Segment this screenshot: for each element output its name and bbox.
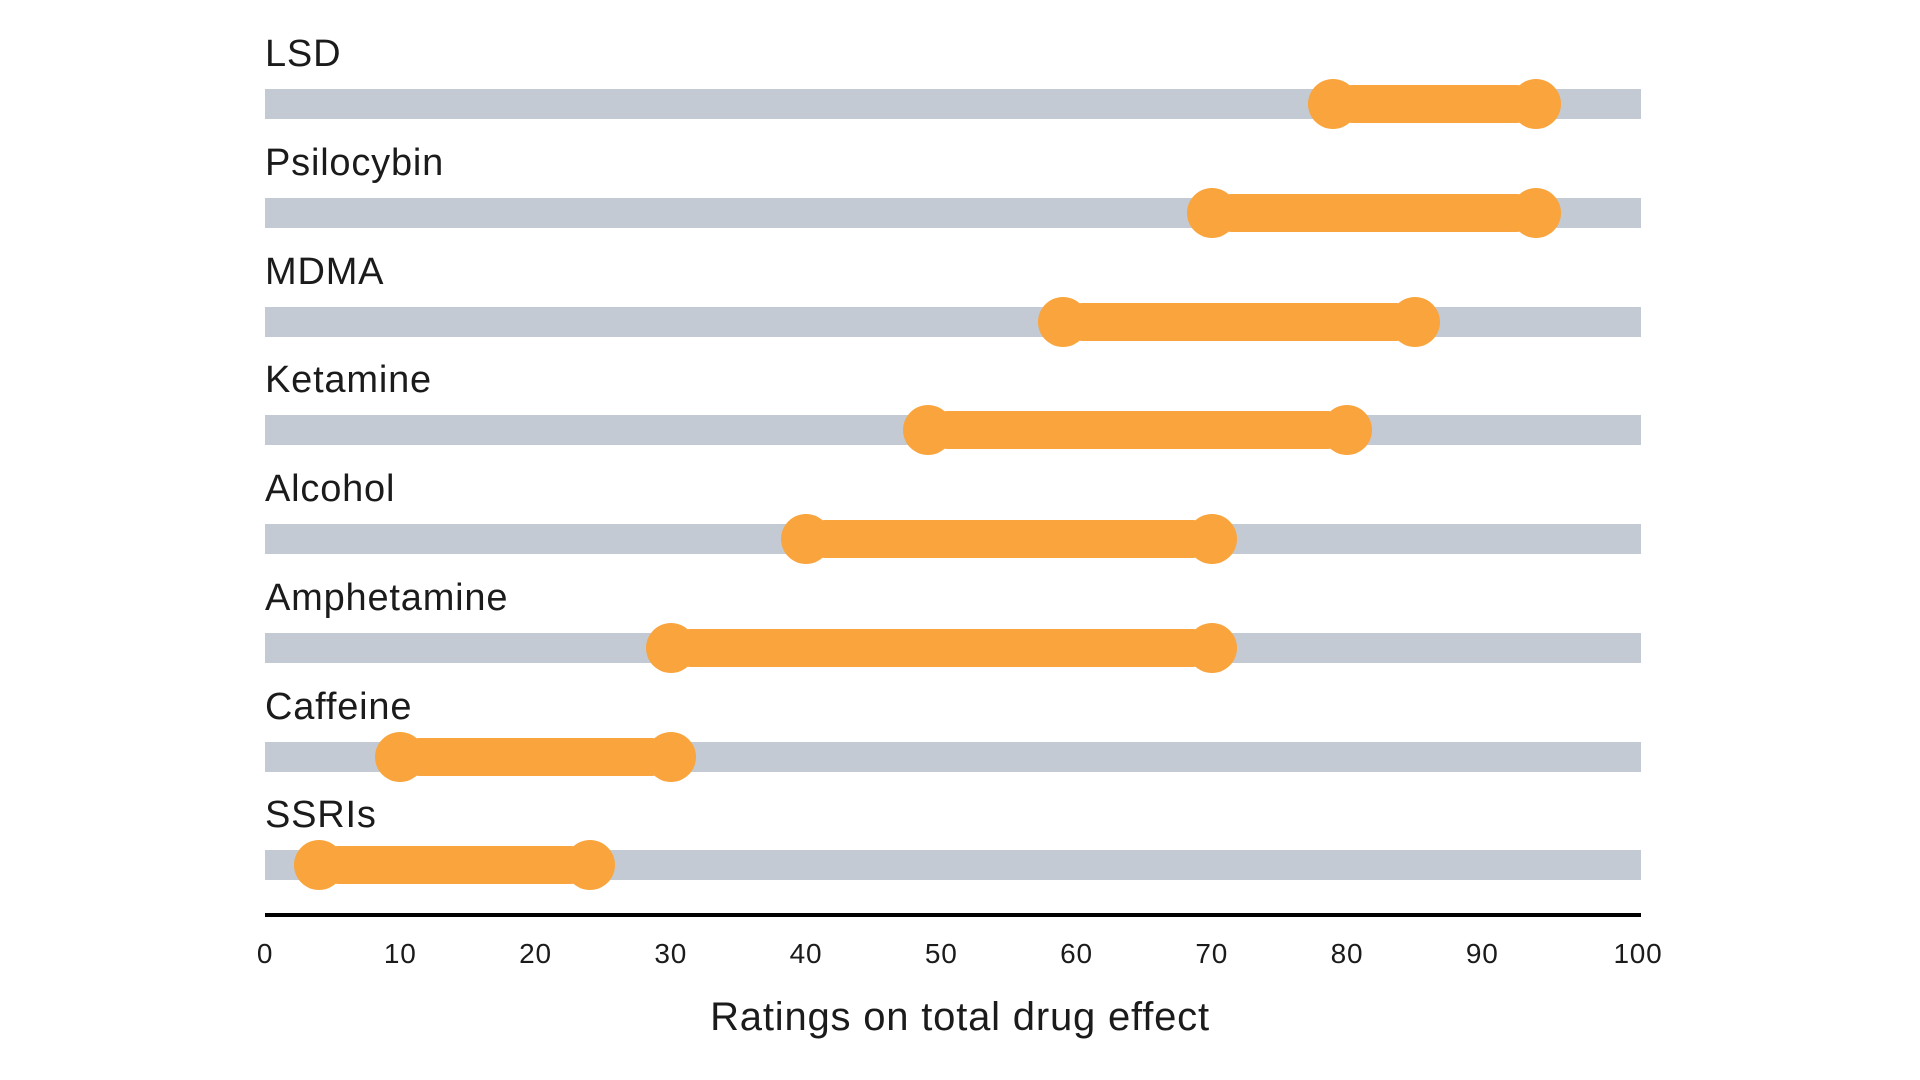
drug-label: Psilocybin	[265, 142, 445, 184]
range-dot-end[interactable]	[1511, 188, 1562, 238]
range-bar[interactable]	[319, 846, 590, 884]
x-axis-tick-label: 80	[1330, 938, 1364, 969]
range-bar[interactable]	[806, 520, 1212, 558]
x-axis-line	[265, 913, 1641, 917]
drug-label: MDMA	[265, 251, 385, 293]
range-dot-start[interactable]	[375, 732, 426, 782]
range-dot-end[interactable]	[1389, 297, 1440, 347]
x-axis-tick-label: 90	[1465, 938, 1499, 969]
range-bar[interactable]	[1062, 303, 1415, 341]
x-axis-tick-label: 20	[519, 938, 552, 969]
x-axis-tick-label: 50	[924, 938, 958, 969]
range-dot-end[interactable]	[1322, 405, 1372, 455]
drug-label: SSRIs	[265, 794, 377, 836]
range-bar[interactable]	[927, 411, 1347, 449]
range-dot-end[interactable]	[645, 732, 696, 782]
x-axis-tick-label: 40	[789, 938, 823, 969]
range-dot-end[interactable]	[1186, 623, 1237, 673]
x-axis-tick-label: 70	[1195, 938, 1229, 969]
range-dot-start[interactable]	[1186, 188, 1237, 238]
range-dot-start[interactable]	[781, 514, 831, 564]
x-axis-tick-label: 60	[1060, 938, 1093, 969]
x-axis-tick-label: 10	[383, 938, 417, 969]
range-bar[interactable]	[1333, 85, 1537, 123]
range-dot-end[interactable]	[564, 840, 615, 890]
drug-label: LSD	[265, 33, 342, 75]
range-bar[interactable]	[1211, 194, 1537, 232]
range-dot-start[interactable]	[1037, 297, 1088, 347]
drug-label: Ketamine	[265, 359, 432, 401]
range-dot-end[interactable]	[1186, 514, 1237, 564]
drug-label: Alcohol	[265, 468, 396, 510]
drug-label: Caffeine	[265, 686, 413, 728]
drug-label: Amphetamine	[265, 577, 509, 619]
x-axis-tick-label: 30	[654, 938, 688, 969]
range-dot-start[interactable]	[1308, 79, 1359, 129]
x-axis-tick-label: 100	[1613, 938, 1663, 969]
x-axis-tick-label: 0	[256, 938, 274, 969]
range-dot-start[interactable]	[902, 405, 953, 455]
range-dot-start[interactable]	[645, 623, 696, 673]
range-dot-end[interactable]	[1511, 79, 1562, 129]
x-axis-title: Ratings on total drug effect	[710, 995, 1210, 1039]
range-dot-start[interactable]	[294, 840, 345, 890]
range-bar[interactable]	[670, 629, 1212, 667]
range-bar[interactable]	[400, 738, 671, 776]
